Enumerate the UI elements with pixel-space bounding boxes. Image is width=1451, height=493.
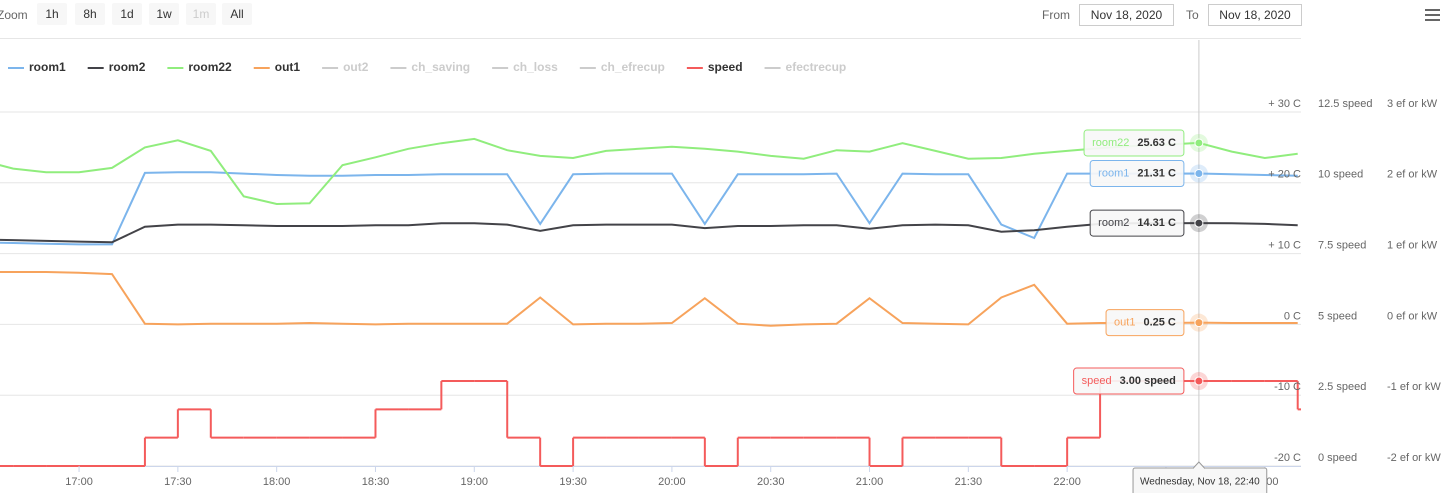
tooltip: out1 0.25 C: [1105, 309, 1185, 337]
hover-marker: [1194, 169, 1204, 179]
zoom-button: 1m: [186, 3, 216, 25]
tooltip-box: [1105, 309, 1185, 337]
zoom-button[interactable]: All: [222, 3, 252, 25]
y-tick-label: -10 C: [1274, 381, 1301, 393]
series-line: [0, 137, 1298, 206]
x-tick-label: 22:00: [1053, 476, 1081, 488]
zoom-button[interactable]: 1d: [112, 3, 142, 25]
y-tick-label: 2 ef or kW: [1387, 169, 1438, 181]
hover-marker: [1194, 376, 1204, 386]
tooltip: room1 21.31 C: [1089, 160, 1185, 188]
tooltip-header-text: Wednesday, Nov 18, 22:40: [1140, 477, 1260, 488]
tooltip-box: [1083, 129, 1185, 157]
to-label: To: [1186, 8, 1199, 22]
legend-label: ch_loss: [513, 60, 558, 74]
legend-label: room2: [109, 60, 146, 74]
legend-item[interactable]: room1: [8, 60, 66, 74]
legend-item[interactable]: ch_loss: [492, 60, 558, 74]
legend-item[interactable]: ch_efrecup: [579, 60, 665, 74]
x-tick-label: 18:00: [263, 476, 291, 488]
legend-label: efectrecup: [786, 60, 847, 74]
y-tick-label: 0 C: [1284, 310, 1301, 322]
tooltip-value: 14.31 C: [1137, 217, 1176, 229]
tooltip-series: out1: [1114, 317, 1135, 329]
y-tick-label: 1 ef or kW: [1387, 240, 1438, 252]
x-tick-label: 17:00: [65, 476, 93, 488]
y-tick-label: -1 ef or kW: [1387, 381, 1441, 393]
y-tick-label: 2.5 speed: [1318, 381, 1366, 393]
legend-item[interactable]: speed: [686, 60, 743, 74]
hover-marker: [1194, 318, 1204, 328]
series-line: [0, 171, 1298, 246]
hover-marker: [1194, 138, 1204, 148]
x-tick-label: 17:30: [164, 476, 192, 488]
tooltip-series: room1: [1098, 167, 1129, 179]
legend-item[interactable]: efectrecup: [764, 60, 847, 74]
menu-button[interactable]: [1420, 4, 1444, 26]
x-tick-label: 18:30: [362, 476, 390, 488]
legend-label: out2: [343, 60, 369, 74]
tooltip: room2 14.31 C: [1089, 209, 1185, 237]
tooltip: room22 25.63 C: [1083, 129, 1185, 157]
tooltip: speed 3.00 speed: [1073, 367, 1185, 395]
tooltip-box: [1089, 209, 1185, 237]
tooltip-value: 3.00 speed: [1120, 375, 1176, 387]
to-input[interactable]: Nov 18, 2020: [1208, 4, 1302, 26]
x-tick-label: 20:00: [658, 476, 686, 488]
y-tick-label: 5 speed: [1318, 310, 1357, 322]
tooltip-series: room2: [1098, 217, 1129, 229]
from-input[interactable]: Nov 18, 2020: [1079, 4, 1174, 26]
x-tick-label: 21:30: [955, 476, 983, 488]
x-tick-label: 21:00: [856, 476, 884, 488]
tooltip-series: room22: [1092, 137, 1129, 149]
legend-item[interactable]: out1: [253, 60, 301, 74]
hover-marker: [1194, 218, 1204, 228]
tooltip-header: Wednesday, Nov 18, 22:40: [1132, 461, 1268, 493]
tooltip-value: 21.31 C: [1137, 167, 1176, 179]
y-tick-label: 7.5 speed: [1318, 240, 1366, 252]
series-line: [0, 271, 1298, 327]
legend-label: room1: [29, 60, 66, 74]
y-tick-label: + 20 C: [1268, 169, 1301, 181]
legend-label: ch_efrecup: [601, 60, 665, 74]
zoom-label: Zoom: [0, 8, 28, 22]
x-tick-label: 20:30: [757, 476, 785, 488]
legend-label: out1: [275, 60, 301, 74]
legend-item[interactable]: room22: [167, 60, 232, 74]
y-tick-label: + 10 C: [1268, 240, 1301, 252]
y-tick-label: + 30 C: [1268, 98, 1301, 110]
zoom-button[interactable]: 1h: [37, 3, 67, 25]
legend-label: speed: [708, 60, 743, 74]
tooltip-box: [1073, 367, 1185, 395]
y-tick-label: -20 C: [1274, 452, 1301, 464]
tooltip-box: [1089, 160, 1185, 188]
tooltip-value: 25.63 C: [1137, 137, 1176, 149]
legend-item[interactable]: ch_saving: [390, 60, 470, 74]
y-tick-label: 0 speed: [1318, 452, 1357, 464]
y-tick-label: 0 ef or kW: [1387, 310, 1438, 322]
zoom-button[interactable]: 8h: [75, 3, 105, 25]
from-label: From: [1042, 8, 1070, 22]
legend-item[interactable]: room2: [87, 60, 146, 74]
legend-label: room22: [188, 60, 232, 74]
tooltip-value: 0.25 C: [1143, 317, 1175, 329]
legend-item[interactable]: out2: [322, 60, 369, 74]
tooltip-header-arrow: [1192, 461, 1206, 469]
legend-label: ch_saving: [411, 60, 470, 74]
series-line: [0, 222, 1298, 244]
x-tick-label: 19:00: [461, 476, 489, 488]
y-tick-label: -2 ef or kW: [1387, 452, 1441, 464]
zoom-button[interactable]: 1w: [149, 3, 179, 25]
y-tick-label: 10 speed: [1318, 169, 1363, 181]
tooltip-series: speed: [1082, 375, 1112, 387]
x-tick-label: 19:30: [559, 476, 587, 488]
y-tick-label: 12.5 speed: [1318, 98, 1372, 110]
y-tick-label: 3 ef or kW: [1387, 98, 1438, 110]
